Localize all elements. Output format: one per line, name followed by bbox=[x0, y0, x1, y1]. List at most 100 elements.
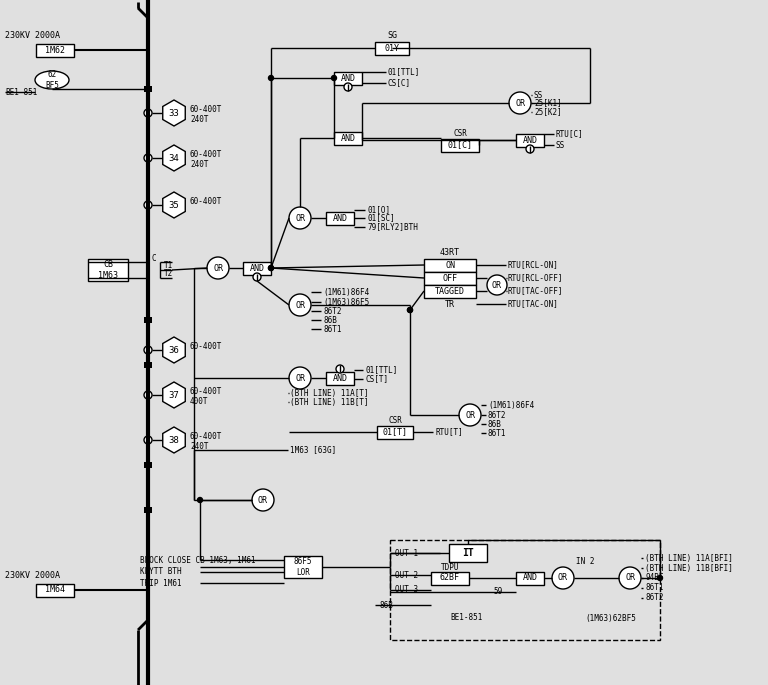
Circle shape bbox=[269, 75, 273, 81]
Text: CSR: CSR bbox=[388, 416, 402, 425]
Text: 01[T]: 01[T] bbox=[382, 427, 408, 436]
Text: RTU[RCL-OFF]: RTU[RCL-OFF] bbox=[508, 273, 564, 282]
Circle shape bbox=[144, 201, 152, 209]
Text: (BTH LINE) 11B[T]: (BTH LINE) 11B[T] bbox=[290, 397, 369, 406]
Circle shape bbox=[552, 567, 574, 589]
Circle shape bbox=[408, 308, 412, 312]
Text: C: C bbox=[152, 253, 157, 262]
Text: OR: OR bbox=[515, 99, 525, 108]
FancyBboxPatch shape bbox=[326, 371, 354, 384]
Text: 94BF: 94BF bbox=[645, 573, 664, 582]
FancyBboxPatch shape bbox=[144, 317, 152, 323]
Circle shape bbox=[197, 497, 203, 503]
Polygon shape bbox=[163, 427, 185, 453]
Circle shape bbox=[487, 275, 507, 295]
Text: RTU[TAC-ON]: RTU[TAC-ON] bbox=[508, 299, 559, 308]
FancyBboxPatch shape bbox=[334, 71, 362, 84]
Text: 01[O]: 01[O] bbox=[367, 206, 390, 214]
Text: AND: AND bbox=[340, 134, 356, 142]
Text: T1: T1 bbox=[164, 260, 174, 269]
FancyBboxPatch shape bbox=[449, 544, 487, 562]
Text: 60-400T: 60-400T bbox=[190, 342, 223, 351]
Text: (BTH LINE) 11B[BFI]: (BTH LINE) 11B[BFI] bbox=[645, 564, 733, 573]
Circle shape bbox=[332, 75, 336, 81]
Text: SS: SS bbox=[556, 140, 565, 149]
FancyBboxPatch shape bbox=[424, 258, 476, 271]
Text: 240T: 240T bbox=[190, 160, 208, 169]
Text: CS[T]: CS[T] bbox=[365, 375, 388, 384]
Text: OR: OR bbox=[295, 301, 305, 310]
Text: 36: 36 bbox=[169, 345, 180, 355]
Circle shape bbox=[144, 436, 152, 444]
FancyBboxPatch shape bbox=[36, 44, 74, 56]
Text: 59: 59 bbox=[493, 588, 502, 597]
Text: ON: ON bbox=[445, 260, 455, 269]
Text: 01[TTL]: 01[TTL] bbox=[388, 68, 420, 77]
Text: OR: OR bbox=[625, 573, 635, 582]
Text: (BTH LINE) 11A[T]: (BTH LINE) 11A[T] bbox=[290, 388, 369, 397]
Text: RTU[TAC-OFF]: RTU[TAC-OFF] bbox=[508, 286, 564, 295]
Text: 34: 34 bbox=[169, 153, 180, 162]
Circle shape bbox=[144, 391, 152, 399]
Text: 86T1: 86T1 bbox=[645, 584, 664, 593]
Text: 1M62: 1M62 bbox=[45, 45, 65, 55]
Text: TAGGED: TAGGED bbox=[435, 286, 465, 295]
Circle shape bbox=[526, 145, 534, 153]
FancyBboxPatch shape bbox=[424, 284, 476, 297]
Circle shape bbox=[408, 308, 412, 312]
Text: AND: AND bbox=[522, 573, 538, 582]
FancyBboxPatch shape bbox=[326, 212, 354, 225]
Circle shape bbox=[336, 365, 344, 373]
Text: CB
1M63: CB 1M63 bbox=[98, 260, 118, 279]
Text: AND: AND bbox=[340, 73, 356, 82]
Text: 86B: 86B bbox=[323, 316, 337, 325]
Ellipse shape bbox=[35, 71, 69, 89]
Text: 86T2: 86T2 bbox=[323, 306, 342, 316]
FancyBboxPatch shape bbox=[516, 571, 544, 584]
Text: 33: 33 bbox=[169, 108, 180, 118]
Text: 400T: 400T bbox=[190, 397, 208, 406]
Text: OR: OR bbox=[258, 495, 268, 504]
FancyBboxPatch shape bbox=[284, 556, 322, 578]
FancyBboxPatch shape bbox=[144, 86, 152, 92]
Text: 86T2: 86T2 bbox=[645, 593, 664, 603]
Circle shape bbox=[269, 266, 273, 271]
Text: 86B: 86B bbox=[488, 419, 502, 429]
FancyBboxPatch shape bbox=[144, 362, 152, 368]
FancyBboxPatch shape bbox=[424, 271, 476, 284]
Circle shape bbox=[289, 367, 311, 389]
Text: TR: TR bbox=[445, 299, 455, 308]
Circle shape bbox=[289, 294, 311, 316]
FancyBboxPatch shape bbox=[144, 462, 152, 468]
Text: 230KV 2000A: 230KV 2000A bbox=[5, 31, 60, 40]
Polygon shape bbox=[163, 337, 185, 363]
Text: OR: OR bbox=[465, 410, 475, 419]
Text: SS: SS bbox=[534, 90, 543, 99]
Text: 35: 35 bbox=[169, 201, 180, 210]
Circle shape bbox=[144, 109, 152, 117]
FancyBboxPatch shape bbox=[431, 571, 469, 584]
Circle shape bbox=[459, 404, 481, 426]
Polygon shape bbox=[163, 192, 185, 218]
Text: 01[C]: 01[C] bbox=[448, 140, 472, 149]
FancyBboxPatch shape bbox=[441, 138, 479, 151]
Text: OUT 1: OUT 1 bbox=[395, 549, 418, 558]
Text: 230KV 2000A: 230KV 2000A bbox=[5, 571, 60, 580]
FancyBboxPatch shape bbox=[375, 42, 409, 55]
Text: 1M63 [63G]: 1M63 [63G] bbox=[290, 445, 336, 455]
Text: (1M63)86F5: (1M63)86F5 bbox=[323, 297, 369, 306]
Circle shape bbox=[657, 575, 663, 580]
FancyBboxPatch shape bbox=[36, 584, 74, 597]
Text: (BTH LINE) 11A[BFI]: (BTH LINE) 11A[BFI] bbox=[645, 553, 733, 562]
Text: AND: AND bbox=[250, 264, 264, 273]
FancyBboxPatch shape bbox=[144, 507, 152, 513]
Text: AND: AND bbox=[333, 214, 347, 223]
Circle shape bbox=[253, 273, 261, 281]
Text: 60-400T: 60-400T bbox=[190, 432, 223, 440]
Text: 25[K2]: 25[K2] bbox=[534, 108, 561, 116]
Circle shape bbox=[289, 207, 311, 229]
Text: IT: IT bbox=[462, 548, 474, 558]
FancyBboxPatch shape bbox=[88, 259, 128, 281]
Text: IN 2: IN 2 bbox=[576, 558, 594, 566]
Text: 86B: 86B bbox=[380, 601, 394, 610]
